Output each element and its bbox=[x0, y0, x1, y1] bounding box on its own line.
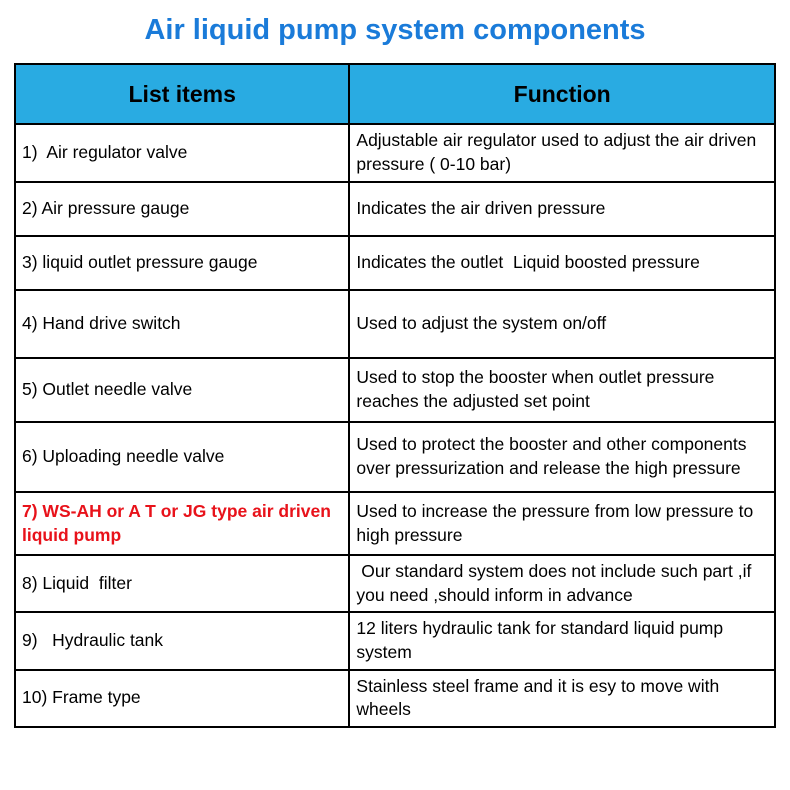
table-body: 1) Air regulator valve Adjustable air re… bbox=[13, 123, 776, 728]
item-cell: 3) liquid outlet pressure gauge bbox=[13, 235, 351, 291]
function-cell: Used to adjust the system on/off bbox=[348, 289, 776, 359]
table-row: 2) Air pressure gauge Indicates the air … bbox=[13, 181, 776, 237]
item-cell: 7) WS-AH or A T or JG type air driven li… bbox=[13, 491, 351, 556]
function-cell: Indicates the air driven pressure bbox=[348, 181, 776, 237]
function-cell: Used to protect the booster and other co… bbox=[348, 421, 776, 493]
table-row: 4) Hand drive switch Used to adjust the … bbox=[13, 289, 776, 359]
column-header-function: Function bbox=[348, 63, 776, 125]
table-row: 9) Hydraulic tank 12 liters hydraulic ta… bbox=[13, 611, 776, 671]
function-cell: 12 liters hydraulic tank for standard li… bbox=[348, 611, 776, 671]
function-cell: Used to increase the pressure from low p… bbox=[348, 491, 776, 556]
item-cell: 5) Outlet needle valve bbox=[13, 357, 351, 423]
table-row: 10) Frame type Stainless steel frame and… bbox=[13, 668, 776, 728]
item-cell: 10) Frame type bbox=[13, 668, 351, 728]
table-row: 8) Liquid filter Our standard system doe… bbox=[13, 553, 776, 614]
page-title: Air liquid pump system components bbox=[144, 14, 646, 46]
table-row: 3) liquid outlet pressure gauge Indicate… bbox=[13, 235, 776, 291]
table-row: 1) Air regulator valve Adjustable air re… bbox=[13, 123, 776, 183]
function-cell: Our standard system does not include suc… bbox=[348, 553, 776, 614]
item-cell: 9) Hydraulic tank bbox=[13, 611, 351, 671]
item-cell: 2) Air pressure gauge bbox=[13, 181, 351, 237]
page: Air liquid pump system components List i… bbox=[13, 14, 776, 728]
components-table: List items Function 1) Air regulator val… bbox=[13, 63, 776, 728]
item-cell: 4) Hand drive switch bbox=[13, 289, 351, 359]
table-header: List items Function bbox=[13, 63, 776, 125]
item-cell: 1) Air regulator valve bbox=[13, 123, 351, 183]
table-row: 5) Outlet needle valve Used to stop the … bbox=[13, 357, 776, 423]
function-cell: Stainless steel frame and it is esy to m… bbox=[348, 668, 776, 728]
function-cell: Used to stop the booster when outlet pre… bbox=[348, 357, 776, 423]
function-cell: Adjustable air regulator used to adjust … bbox=[348, 123, 776, 183]
item-cell: 8) Liquid filter bbox=[13, 553, 351, 614]
header-row: List items Function bbox=[13, 63, 776, 125]
table-row: 7) WS-AH or A T or JG type air driven li… bbox=[13, 491, 776, 556]
function-cell: Indicates the outlet Liquid boosted pres… bbox=[348, 235, 776, 291]
column-header-list-items: List items bbox=[13, 63, 351, 125]
table-row: 6) Uploading needle valve Used to protec… bbox=[13, 421, 776, 493]
item-cell: 6) Uploading needle valve bbox=[13, 421, 351, 493]
